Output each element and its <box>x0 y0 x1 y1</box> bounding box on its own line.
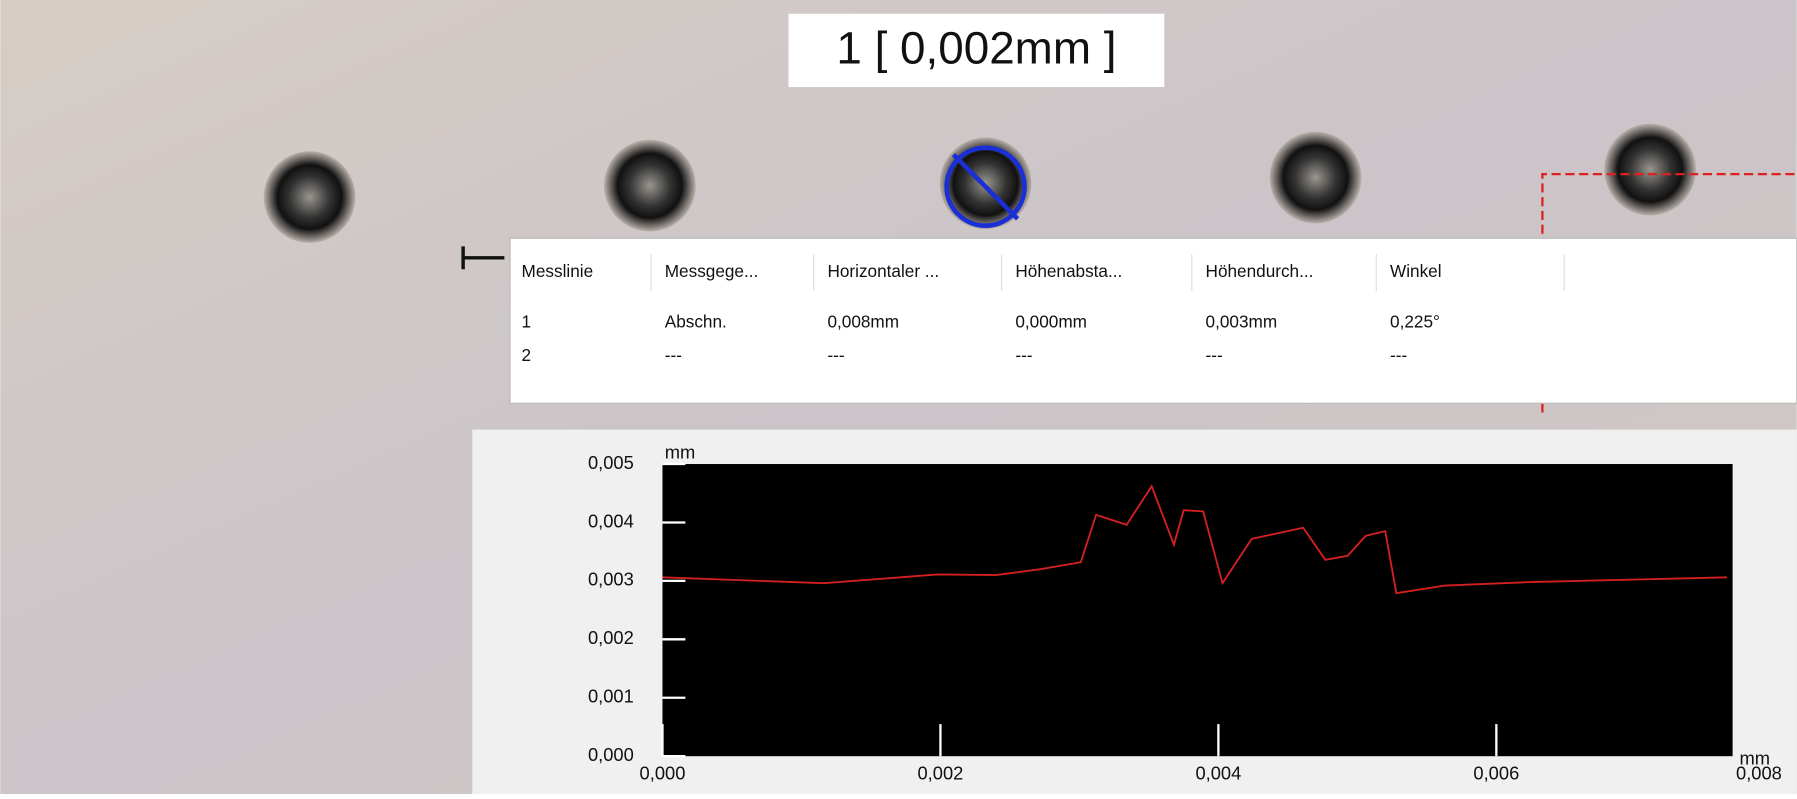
plot-area <box>662 464 1732 756</box>
y-tick-label: 0,005 <box>588 452 634 473</box>
column-header: Höhenabsta... <box>1015 261 1122 281</box>
table-cell: 0,008mm <box>827 312 899 332</box>
y-tick-label: 0,003 <box>588 569 634 590</box>
y-tick-label: 0,002 <box>588 627 634 648</box>
y-tick-label: 0,004 <box>588 510 634 531</box>
page: {"header": {"title": "1 [ 0,002mm ]"}, "… <box>0 0 1797 794</box>
column-header: Messgege... <box>665 261 759 281</box>
column-header: Horizontaler ... <box>827 261 939 281</box>
table-cell: --- <box>665 345 682 365</box>
x-tick-label: 0,004 <box>1195 762 1241 783</box>
x-tick-label: 0,006 <box>1473 762 1519 783</box>
x-axis-label: mm <box>1739 747 1770 768</box>
table-cell: 2 <box>522 345 532 365</box>
table-cell: 0,225° <box>1390 312 1440 332</box>
table-cell: 0,003mm <box>1206 312 1278 332</box>
y-axis-label: mm <box>665 442 696 463</box>
screenshot: 1 [ 0,002mm ] Messlinie Messgege... Horizo… <box>0 0 1797 794</box>
table-cell: --- <box>1206 345 1223 365</box>
table-cell: --- <box>827 345 844 365</box>
table-cell: 1 <box>522 312 532 332</box>
column-header: Höhendurch... <box>1206 261 1314 281</box>
y-tick-label: 0,000 <box>588 744 634 765</box>
y-tick-label: 0,001 <box>588 686 634 707</box>
table-cell: Abschn. <box>665 312 727 332</box>
table-cell: 0,000mm <box>1015 312 1087 332</box>
table-cell: --- <box>1015 345 1032 365</box>
table-cell: --- <box>1390 345 1407 365</box>
column-header: Messlinie <box>522 261 594 281</box>
column-header: Winkel <box>1390 261 1442 281</box>
x-tick-label: 0,002 <box>917 762 963 783</box>
measure-title: 1 [ 0,002mm ] <box>836 23 1116 74</box>
x-tick-label: 0,000 <box>640 762 686 783</box>
